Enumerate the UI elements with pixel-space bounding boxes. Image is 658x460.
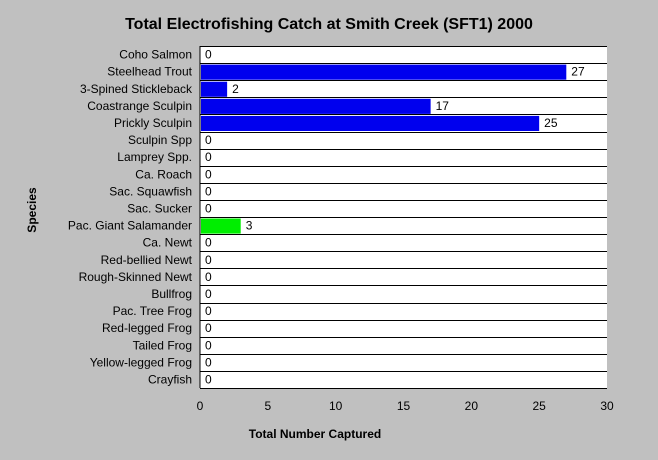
category-label: Ca. Newt	[143, 236, 193, 250]
x-tick-label: 15	[397, 399, 411, 413]
y-axis-label: Species	[25, 187, 39, 233]
chart-title: Total Electrofishing Catch at Smith Cree…	[125, 16, 533, 33]
value-label: 27	[571, 65, 585, 79]
x-axis-label: Total Number Captured	[249, 427, 381, 441]
value-label: 0	[205, 304, 212, 318]
category-label: Coastrange Sculpin	[87, 99, 192, 113]
bar	[201, 64, 567, 80]
x-tick-label: 5	[264, 399, 271, 413]
value-label: 0	[205, 201, 212, 215]
grid-lines	[200, 46, 607, 389]
category-label: Red-bellied Newt	[101, 253, 193, 267]
category-label: Tailed Frog	[133, 338, 192, 352]
bar	[201, 218, 241, 234]
category-label: Rough-Skinned Newt	[79, 270, 193, 284]
value-label: 0	[205, 338, 212, 352]
value-label: 0	[205, 253, 212, 267]
category-label: Pac. Giant Salamander	[68, 219, 192, 233]
category-label: Ca. Roach	[135, 167, 192, 181]
value-label: 0	[205, 184, 212, 198]
value-labels: 0 27 2 17 25 0 0 0 0 0 3 0 0 0 0 0 0 0 0 0	[205, 48, 585, 387]
value-label: 0	[205, 236, 212, 250]
bar	[201, 115, 540, 131]
bars	[201, 64, 567, 234]
category-label: Crayfish	[148, 372, 192, 386]
value-label: 25	[544, 116, 558, 130]
category-label: 3-Spined Stickleback	[80, 82, 193, 96]
x-tick-label: 0	[197, 399, 204, 413]
x-tick-label: 10	[329, 399, 343, 413]
value-label: 3	[246, 219, 253, 233]
x-tick-labels: 0 5 10 15 20 25 30	[197, 399, 614, 413]
category-labels: Coho Salmon Steelhead Trout 3-Spined Stick…	[68, 48, 193, 387]
value-label: 0	[205, 167, 212, 181]
value-label: 0	[205, 372, 212, 386]
bar	[201, 81, 228, 97]
category-label: Prickly Sculpin	[114, 116, 192, 130]
value-label: 0	[205, 270, 212, 284]
category-label: Bullfrog	[151, 287, 192, 301]
category-label: Steelhead Trout	[107, 65, 192, 79]
value-label: 2	[232, 82, 239, 96]
x-tick-label: 30	[600, 399, 614, 413]
x-tick-label: 25	[532, 399, 546, 413]
value-label: 0	[205, 321, 212, 335]
category-label: Sculpin Spp	[128, 133, 192, 147]
category-label: Sac. Sucker	[127, 201, 192, 215]
value-label: 0	[205, 133, 212, 147]
category-label: Lamprey Spp.	[117, 150, 192, 164]
category-label: Sac. Squawfish	[109, 184, 192, 198]
value-label: 0	[205, 150, 212, 164]
category-label: Yellow-legged Frog	[90, 355, 192, 369]
category-label: Red-legged Frog	[102, 321, 192, 335]
value-label: 0	[205, 48, 212, 62]
value-label: 17	[436, 99, 450, 113]
category-label: Pac. Tree Frog	[113, 304, 192, 318]
category-label: Coho Salmon	[119, 48, 192, 62]
value-label: 0	[205, 355, 212, 369]
x-tick-label: 20	[465, 399, 479, 413]
bar	[201, 98, 431, 114]
value-label: 0	[205, 287, 212, 301]
